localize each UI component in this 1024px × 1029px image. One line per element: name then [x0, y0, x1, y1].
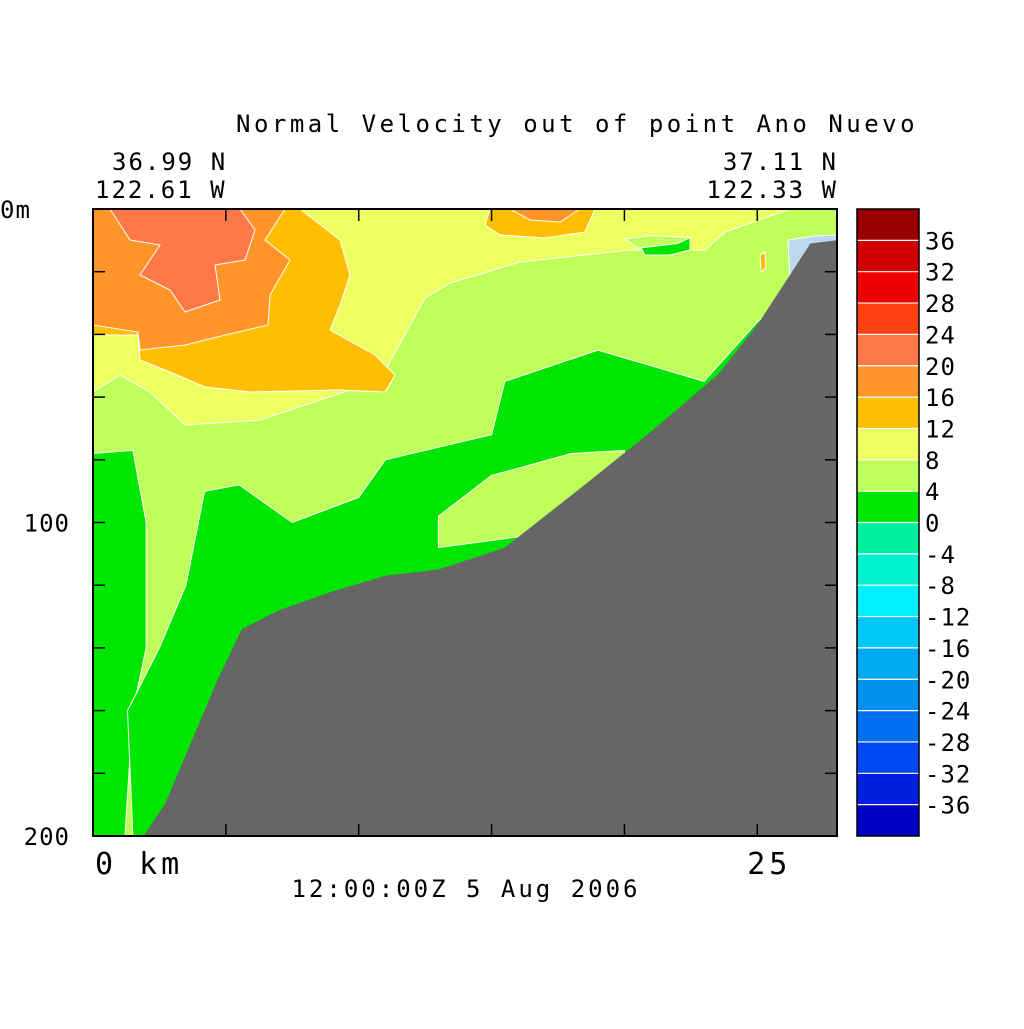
y-tick-label: 200 — [24, 823, 70, 851]
colorbar: -36 -32 -28 -24 -20 -16 -12 -8 -4 0 4 8 12 16 20 24 28 32… — [856, 208, 971, 837]
x-tick-label: 0 km — [95, 847, 183, 882]
colorbar-label: -32 — [925, 760, 971, 788]
colorbar-label: -20 — [925, 666, 971, 694]
colorbar-swatch — [857, 679, 919, 712]
colorbar-swatch — [857, 710, 919, 743]
colorbar-swatch — [857, 428, 919, 461]
velocity-region-4-8 — [623, 235, 692, 249]
colorbar-label: -28 — [925, 729, 971, 757]
left-longitude-label: 122.61 W — [95, 176, 227, 204]
x-tick-label: 25 — [747, 847, 791, 882]
colorbar-swatch — [857, 271, 919, 304]
colorbar-swatch — [857, 334, 919, 367]
colorbar-label: 28 — [925, 290, 956, 318]
right-latitude-label: 37.11 N — [723, 148, 838, 176]
colorbar-label: 16 — [925, 384, 956, 412]
colorbar-swatch — [857, 773, 919, 806]
timestamp-label: 12:00:00Z 5 Aug 2006 — [292, 875, 641, 903]
colorbar-label: 12 — [925, 415, 956, 443]
right-longitude-label: 122.33 W — [706, 176, 838, 204]
colorbar-swatch — [857, 209, 919, 241]
colorbar-swatch — [857, 240, 919, 273]
colorbar-label: -12 — [925, 604, 971, 632]
colorbar-label: -16 — [925, 635, 971, 663]
colorbar-label: -8 — [925, 572, 956, 600]
colorbar-swatch — [857, 459, 919, 492]
colorbar-label: 8 — [925, 447, 940, 475]
velocity-region-0-4 — [93, 449, 147, 836]
colorbar-swatch — [857, 585, 919, 618]
colorbar-swatch — [857, 804, 919, 837]
colorbar-swatch — [857, 397, 919, 429]
colorbar-label: 24 — [925, 321, 956, 349]
y-tick-label: 0m — [0, 196, 31, 224]
seabed-region — [143, 240, 837, 836]
colorbar-label: -36 — [925, 792, 971, 820]
plot-area — [93, 209, 837, 836]
y-tick-label: 100 — [24, 510, 70, 538]
colorbar-swatch — [857, 616, 919, 649]
velocity-region-20-24 — [109, 209, 256, 313]
colorbar-label: -24 — [925, 698, 971, 726]
velocity-region-16-20 — [509, 209, 581, 223]
colorbar-label: 32 — [925, 259, 956, 287]
colorbar-label: 36 — [925, 227, 956, 255]
left-latitude-label: 36.99 N — [112, 148, 227, 176]
colorbar-swatch — [857, 741, 919, 774]
colorbar-label: -4 — [925, 541, 956, 569]
colorbar-swatch — [857, 647, 919, 680]
colorbar-swatch — [857, 491, 919, 523]
colorbar-swatch — [857, 303, 919, 335]
colorbar-swatch — [857, 553, 919, 586]
colorbar-swatch — [857, 522, 919, 555]
colorbar-label: 20 — [925, 353, 956, 381]
velocity-region-12-16 — [759, 251, 767, 273]
colorbar-label: 4 — [925, 478, 940, 506]
colorbar-label: 0 — [925, 510, 940, 538]
colorbar-frame — [856, 208, 920, 837]
colorbar-swatch — [857, 365, 919, 398]
chart-title: Normal Velocity out of point Ano Nuevo — [236, 110, 918, 138]
